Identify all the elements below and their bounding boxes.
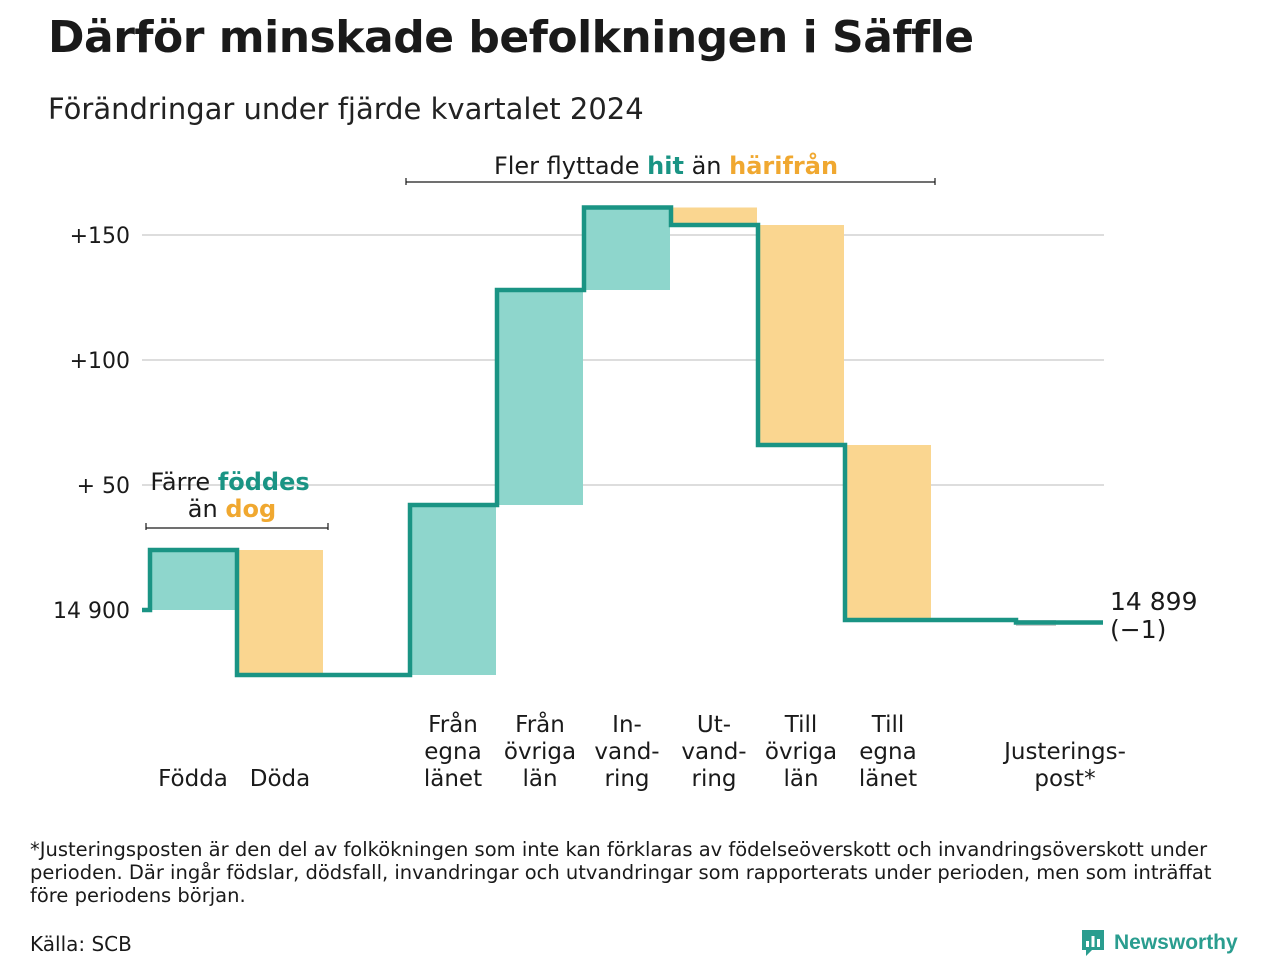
bar-4: [584, 207, 670, 290]
category-label-4-2: ring: [604, 766, 649, 792]
category-label-7-2: länet: [859, 766, 917, 792]
annotation-births-line2-part: än: [188, 495, 226, 523]
annotation-migration-part: härifrån: [729, 151, 838, 180]
bar-7: [845, 445, 931, 620]
category-label-6-2: län: [783, 766, 818, 792]
category-label-4-0: In-: [612, 712, 642, 738]
annotation-births-line2-part: dog: [225, 495, 276, 523]
category-label-6-1: övriga: [765, 739, 837, 765]
category-label-3-0: Från: [515, 710, 565, 738]
category-label-7-0: Till: [871, 712, 905, 738]
category-label-5-1: vand-: [681, 739, 746, 765]
category-label-1-0: Döda: [250, 766, 310, 792]
category-label-6-0: Till: [784, 712, 818, 738]
end-value-label-1: (−1): [1110, 615, 1166, 644]
category-label-4-1: vand-: [594, 739, 659, 765]
category-label-5-2: ring: [691, 766, 736, 792]
annotation-births-line1: Färre föddes: [150, 468, 309, 496]
brand-name: Newsworthy: [1114, 931, 1238, 954]
cumulative-step-line: [142, 205, 1103, 678]
annotation-migration-part: hit: [647, 152, 684, 180]
y-tick-label-0: 14 900: [53, 599, 130, 624]
source-label: Källa: SCB: [30, 932, 132, 956]
category-label-3-2: län: [522, 766, 557, 792]
bar-2: [410, 505, 496, 675]
category-label-3-1: övriga: [504, 739, 576, 765]
annotation-migration-bracket: [405, 178, 936, 185]
annotation-migration-part: Fler flyttade: [494, 152, 647, 180]
annotation-births-bracket: [145, 523, 329, 530]
annotation-migration: Fler flyttade hit än härifrån: [494, 151, 838, 180]
bar-6: [758, 225, 844, 445]
footnote: *Justeringsposten är den del av folkökni…: [30, 838, 1212, 907]
category-label-8-0: Justerings-: [1002, 739, 1126, 765]
annotation-migration-part: än: [684, 152, 729, 180]
end-value-label-0: 14 899: [1110, 587, 1197, 616]
annotation-births-line1-part: föddes: [218, 468, 310, 496]
bar-0: [150, 550, 236, 610]
y-tick-label-2: +100: [70, 349, 130, 374]
category-label-8-1: post*: [1034, 766, 1095, 792]
bar-3: [497, 290, 583, 505]
bar-5: [671, 207, 757, 225]
category-label-2-1: egna: [424, 739, 481, 765]
brand-logo: Newsworthy: [1080, 928, 1238, 958]
annotation-births-line1-part: Färre: [150, 468, 218, 496]
category-label-5-0: Ut-: [697, 712, 731, 738]
bar-chart-speech-icon: [1082, 930, 1104, 956]
chart-subtitle: Förändringar under fjärde kvartalet 2024: [48, 92, 644, 126]
annotation-births-line2: än dog: [188, 495, 276, 523]
bar-1: [237, 550, 323, 675]
category-label-7-1: egna: [859, 739, 916, 765]
category-label-0-0: Födda: [158, 766, 228, 792]
category-label-2-2: länet: [424, 766, 482, 792]
y-tick-label-3: +150: [70, 224, 130, 249]
category-label-2-0: Från: [428, 710, 478, 738]
chart-title: Därför minskade befolkningen i Säffle: [48, 12, 974, 63]
y-tick-label-1: + 50: [77, 474, 130, 499]
